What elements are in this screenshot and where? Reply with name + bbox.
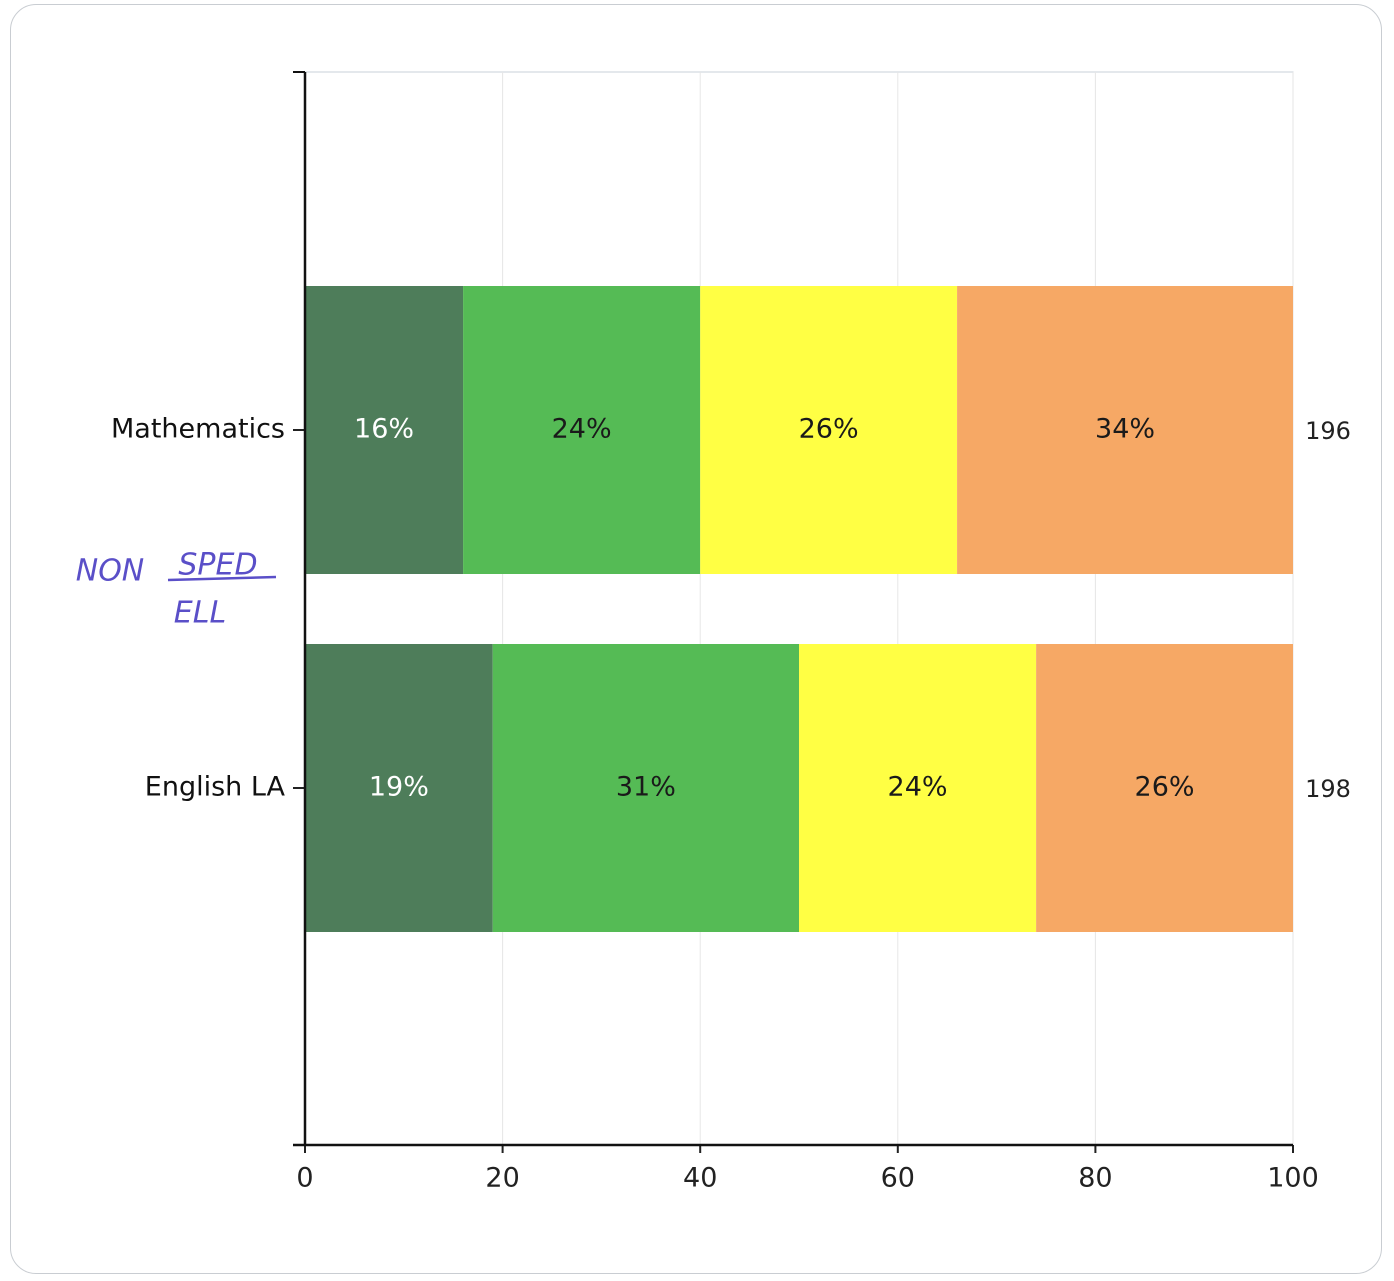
x-tick-label: 0 — [296, 1163, 313, 1194]
value-label: 24% — [888, 772, 948, 803]
bar-segment — [492, 644, 799, 932]
plot-frame — [304, 71, 1294, 1146]
handwritten-note: NON — [76, 554, 145, 589]
x-tick-label: 40 — [683, 1163, 717, 1194]
x-tick-label: 80 — [1078, 1163, 1112, 1194]
value-label: 26% — [1135, 772, 1195, 803]
value-label: 16% — [354, 414, 414, 445]
value-label: 26% — [799, 414, 859, 445]
y-tick-label: English LA — [145, 772, 286, 803]
value-label: 31% — [616, 772, 676, 803]
x-tick-label: 20 — [485, 1163, 519, 1194]
bar-segment — [957, 286, 1293, 574]
handwritten-note: SPED — [178, 548, 257, 583]
handwritten-note: ELL — [174, 596, 226, 631]
card — [10, 4, 1382, 1274]
bar-segment — [305, 286, 464, 574]
value-label: 24% — [552, 414, 612, 445]
total-label: 196 — [1305, 417, 1351, 445]
value-label: 19% — [369, 772, 429, 803]
value-label: 34% — [1095, 414, 1155, 445]
bar-segment — [700, 286, 958, 574]
x-tick-label: 100 — [1267, 1163, 1319, 1194]
bar-segment — [1036, 644, 1293, 932]
bar-segment — [799, 644, 1037, 932]
annotation-underline — [167, 575, 277, 582]
total-label: 198 — [1305, 775, 1351, 803]
x-tick-label: 60 — [881, 1163, 915, 1194]
bar-segment — [463, 286, 701, 574]
bar-segment — [305, 644, 493, 932]
y-tick-label: Mathematics — [111, 414, 285, 445]
